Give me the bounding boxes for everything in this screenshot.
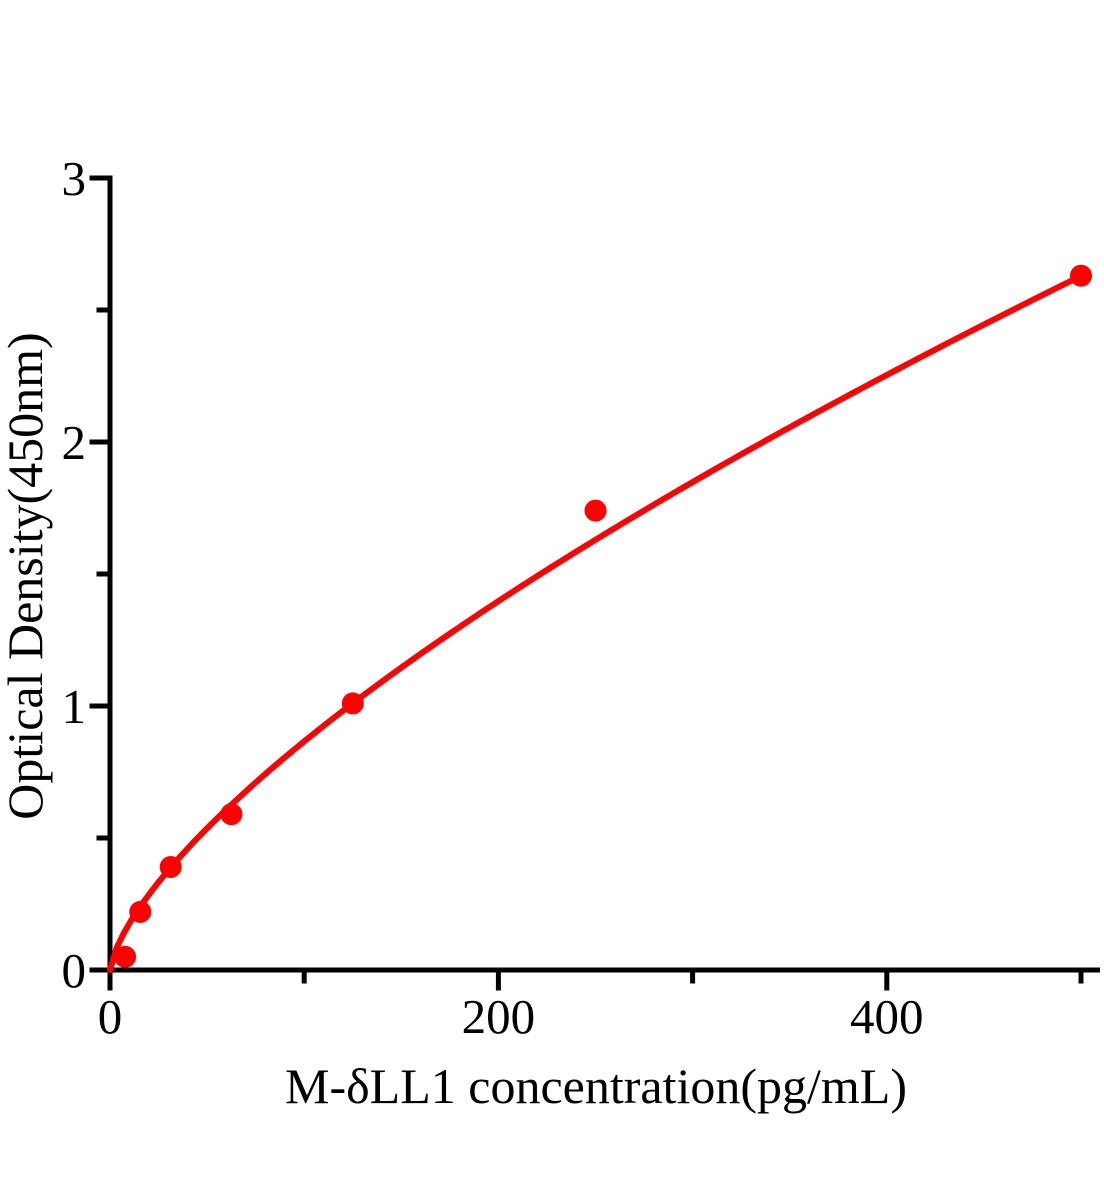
y-tick-label: 2 xyxy=(62,415,87,470)
data-point xyxy=(220,803,243,826)
data-point xyxy=(1070,264,1092,287)
data-point xyxy=(159,856,182,878)
data-point xyxy=(114,945,137,968)
y-tick-label: 0 xyxy=(62,943,87,998)
data-point xyxy=(129,900,152,923)
x-tick-label: 0 xyxy=(98,989,123,1044)
data-points xyxy=(114,264,1092,968)
x-tick-label: 200 xyxy=(462,989,536,1044)
tick-labels: 0 200 400 0 1 2 3 xyxy=(62,151,924,1044)
y-tick-label: 1 xyxy=(62,679,87,734)
data-point xyxy=(341,692,364,715)
y-axis-title: Optical Density(450nm) xyxy=(0,332,53,819)
x-axis-title: M-δLL1 concentration(pg/mL) xyxy=(285,1058,907,1114)
axis-ticks xyxy=(89,175,1084,991)
data-point xyxy=(584,499,607,522)
axes xyxy=(107,175,1100,973)
fit-curve-path xyxy=(107,272,1084,973)
x-tick-label: 400 xyxy=(850,989,924,1044)
y-tick-label: 3 xyxy=(62,151,87,206)
fit-curve xyxy=(107,272,1084,973)
